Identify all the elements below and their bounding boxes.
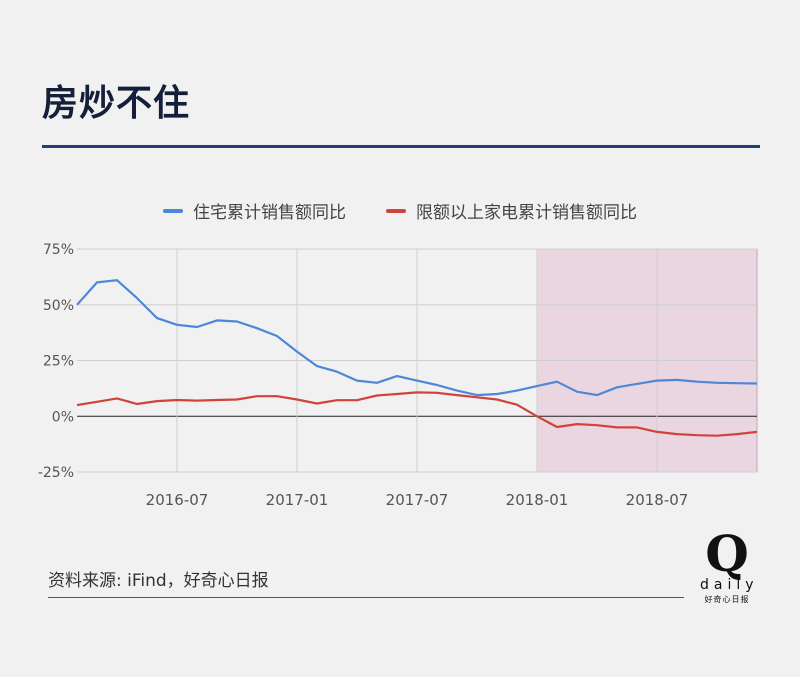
line-chart: 75% 50% 25% 0% -25% 2016-07 2017-01 2017-07 2018… [38, 242, 758, 509]
logo-word: daily [700, 577, 759, 593]
qdaily-logo: Q daily 好奇心日报 [700, 528, 754, 605]
logo-cn: 好奇心日报 [704, 595, 750, 604]
x-tick-label: 2016-07 [146, 491, 209, 509]
x-tick-label: 2018-07 [626, 491, 689, 509]
x-tick-label: 2018-01 [506, 491, 569, 509]
series-line-1 [76, 391, 758, 437]
y-tick-label: 75% [43, 242, 74, 258]
y-tick-label: 0% [52, 409, 74, 425]
legend-item-residential[interactable]: 住宅累计销售额同比 [163, 198, 346, 223]
y-tick-label: -25% [38, 465, 74, 481]
legend-label-appliance: 限额以上家电累计销售额同比 [416, 203, 637, 223]
legend-swatch-appliance [386, 208, 406, 213]
y-tick-label: 25% [43, 354, 74, 370]
x-tick-label: 2017-01 [266, 491, 329, 509]
x-tick-label: 2017-07 [386, 491, 449, 509]
title-divider [42, 145, 760, 148]
source-note: 资料来源: iFind，好奇心日报 [48, 571, 269, 591]
series-line-0 [76, 279, 758, 397]
legend-label-residential: 住宅累计销售额同比 [193, 203, 346, 223]
legend-swatch-residential [163, 208, 183, 213]
legend-item-appliance[interactable]: 限额以上家电累计销售额同比 [386, 198, 637, 223]
y-tick-label: 50% [43, 298, 74, 314]
source-divider [48, 597, 684, 598]
chart-legend: 住宅累计销售额同比 限额以上家电累计销售额同比 [0, 198, 800, 223]
page-title: 房炒不住 [42, 83, 191, 124]
logo-mark: Q [705, 524, 749, 583]
